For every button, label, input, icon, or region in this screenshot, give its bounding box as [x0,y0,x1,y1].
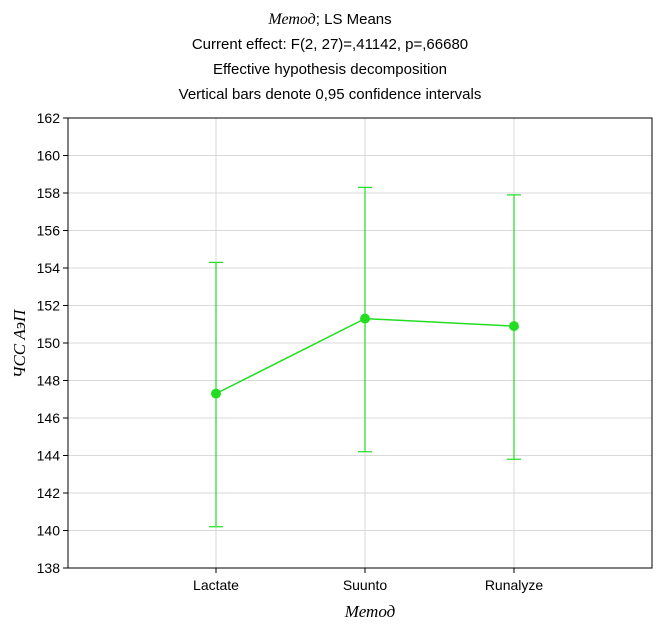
chart-subtitle-2: Effective hypothesis decomposition [213,61,447,78]
x-axis-label: Метод [344,602,396,621]
mean-point [211,388,221,399]
chart-subtitle-3: Vertical bars denote 0,95 confidence int… [179,86,482,103]
series [209,186,521,528]
y-tick-label: 156 [37,223,61,239]
y-tick-label: 142 [37,485,61,501]
y-axis: 138 140 142 144 146 148 150 152 154 156 158 160 162 [37,110,68,576]
x-tick-label: Lactate [193,577,239,593]
x-axis: Lactate Suunto Runalyze [193,568,543,593]
grid [68,118,652,568]
y-tick-label: 154 [37,260,61,276]
y-tick-label: 160 [37,148,61,164]
y-tick-label: 148 [37,373,61,389]
x-tick-label: Runalyze [485,577,544,593]
y-axis-label: ЧСС АэП [10,308,29,378]
chart-title-suffix: ; LS Means [316,11,392,28]
y-tick-label: 146 [37,410,61,426]
y-tick-label: 152 [37,298,61,314]
x-tick-label: Suunto [343,577,388,593]
chart-subtitle-1: Current effect: F(2, 27)=,41142, p=,6668… [192,36,468,53]
y-tick-label: 150 [37,335,61,351]
mean-point [360,313,370,324]
y-tick-label: 162 [37,110,61,126]
y-tick-label: 140 [37,523,61,539]
chart-title-main: Метод [267,11,315,28]
mean-point [509,321,519,332]
y-tick-label: 144 [37,448,61,464]
y-tick-label: 158 [37,185,61,201]
chart-title: Метод; LS Means [267,11,391,28]
y-tick-label: 138 [37,560,61,576]
